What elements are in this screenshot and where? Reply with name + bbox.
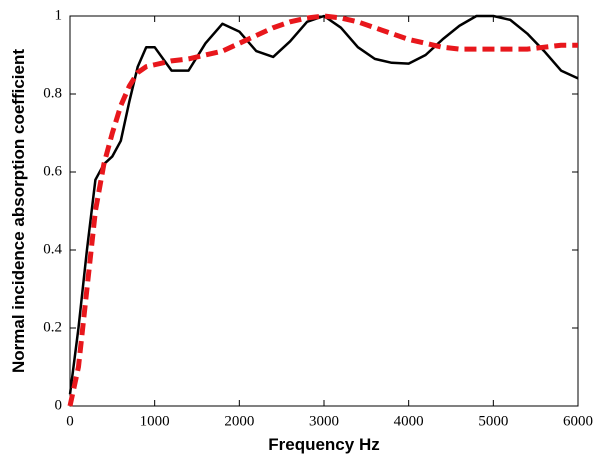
y-tick-label: 0.6 — [43, 163, 62, 179]
y-tick-label: 0.2 — [43, 319, 62, 335]
x-tick-label: 0 — [66, 413, 74, 429]
x-tick-label: 5000 — [478, 413, 508, 429]
y-tick-label: 0.8 — [43, 85, 62, 101]
x-axis-label: Frequency Hz — [268, 435, 379, 454]
y-axis-label: Normal incidence absorption coefficient — [9, 49, 28, 373]
x-tick-label: 2000 — [224, 413, 254, 429]
x-tick-label: 6000 — [563, 413, 593, 429]
data-line — [67, 13, 578, 407]
x-tick-label: 1000 — [140, 413, 170, 429]
y-tick-label: 0 — [55, 397, 63, 413]
x-tick-label: 3000 — [309, 413, 339, 429]
data-line — [68, 14, 579, 395]
y-tick-label: 0.4 — [43, 241, 62, 257]
x-tick-label: 4000 — [394, 413, 424, 429]
y-tick-label: 1 — [55, 7, 63, 23]
plot-frame — [69, 15, 579, 407]
